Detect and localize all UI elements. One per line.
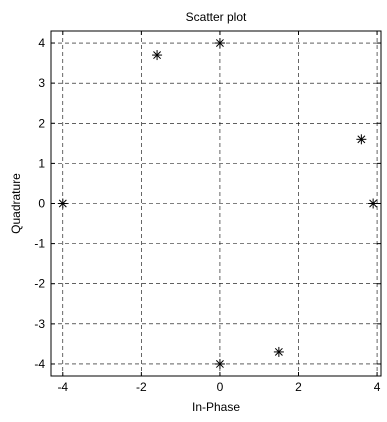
- y-tick-label: -4: [34, 357, 45, 371]
- x-tick-label: 0: [217, 380, 224, 394]
- data-point: [214, 358, 225, 369]
- y-tick-label: 2: [38, 116, 45, 130]
- y-tick-label: -3: [34, 317, 45, 331]
- y-tick-label: -1: [34, 237, 45, 251]
- chart-title: Scatter plot: [186, 10, 247, 24]
- ticks: -4 -2 0 2 4 -4 -3 -2 -1 0 1 2 3 4: [34, 31, 381, 394]
- y-tick-label: 1: [38, 156, 45, 170]
- x-axis-label: In-Phase: [192, 400, 240, 414]
- y-tick-label: 3: [38, 76, 45, 90]
- y-axis-label: Quadrature: [9, 173, 23, 234]
- data-point: [273, 346, 284, 357]
- grid: [51, 31, 381, 376]
- x-tick-label: -4: [57, 380, 68, 394]
- data-point: [152, 50, 163, 61]
- x-tick-label: 2: [295, 380, 302, 394]
- y-tick-label: 4: [38, 36, 45, 50]
- y-tick-label: 0: [38, 197, 45, 211]
- data-point: [368, 198, 379, 209]
- data-points: [57, 38, 379, 369]
- data-point: [214, 38, 225, 49]
- x-tick-label: -2: [136, 380, 147, 394]
- data-point: [356, 134, 367, 145]
- x-tick-label: 4: [374, 380, 381, 394]
- y-tick-label: -2: [34, 277, 45, 291]
- data-point: [57, 198, 68, 209]
